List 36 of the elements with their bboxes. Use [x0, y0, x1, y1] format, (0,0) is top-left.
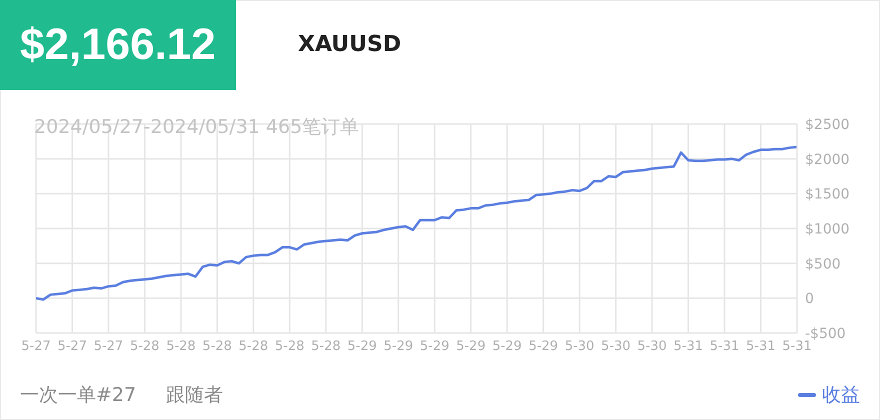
- y-tick-label: $1500: [805, 186, 850, 203]
- x-tick-label: 5-29: [384, 339, 414, 354]
- annotation: 2024/05/27-2024/05/31 465笔订单: [34, 115, 360, 140]
- x-tick-label: 5-29: [492, 339, 522, 354]
- chart-title: $2,166.12: [0, 0, 236, 90]
- x-tick-label: 5-29: [528, 339, 558, 354]
- x-tick-label: 5-28: [130, 339, 160, 354]
- x-tick-label: 5-30: [601, 339, 631, 354]
- y-tick-label: $500: [805, 256, 841, 272]
- x-tick-label: 5-31: [710, 339, 740, 354]
- x-tick-label: 5-28: [166, 339, 196, 354]
- x-tick-label: 5-31: [782, 339, 812, 354]
- x-tick-label: 5-27: [57, 339, 87, 354]
- line-series: [36, 146, 797, 301]
- y-tick-label: $2000: [805, 152, 850, 168]
- y-tick-label: $1000: [805, 221, 850, 238]
- x-tick-label: 5-28: [238, 339, 268, 354]
- y-tick-label: -$500: [805, 326, 846, 342]
- x-tick-label: 5-28: [274, 339, 304, 354]
- x-tick-label: 5-30: [564, 339, 594, 354]
- y-tick-label: $2500: [805, 116, 850, 133]
- text: 跟随者: [166, 383, 224, 408]
- text: 一次一单#27: [20, 383, 136, 408]
- chart-subtitle: XAUUSD: [298, 32, 402, 57]
- x-tick-label: 5-29: [420, 339, 450, 354]
- x-tick-label: 5-30: [637, 339, 667, 354]
- x-tick-label: 5-29: [347, 339, 377, 354]
- y-tick-label: 0: [805, 291, 814, 308]
- x-tick-label: 5-27: [94, 339, 124, 354]
- x-tick-label: 5-28: [311, 339, 341, 354]
- x-tick-label: 5-28: [202, 339, 232, 354]
- x-tick-label: 5-31: [674, 339, 704, 354]
- x-tick-label: 5-27: [21, 339, 51, 354]
- x-tick-label: 5-29: [456, 339, 486, 354]
- legend-label: 收益: [822, 383, 860, 408]
- x-tick-label: 5-31: [746, 339, 776, 354]
